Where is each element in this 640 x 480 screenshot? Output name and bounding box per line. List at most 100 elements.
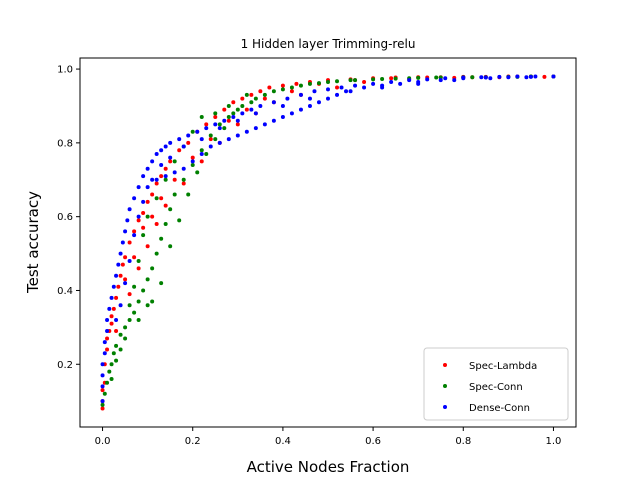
point-dense-conn-78	[362, 85, 367, 90]
point-spec-lambda-20	[145, 199, 150, 204]
point-spec-conn-65	[470, 75, 475, 80]
point-spec-lambda-57	[190, 155, 195, 160]
point-spec-conn-21	[190, 163, 195, 168]
point-spec-conn-83	[226, 103, 231, 108]
point-spec-lambda-5	[105, 347, 110, 352]
point-dense-conn-10	[111, 284, 116, 289]
y-tick-label: 0.6	[57, 212, 73, 223]
point-spec-conn-50	[195, 170, 200, 175]
point-dense-conn-26	[168, 140, 173, 145]
point-spec-conn-74	[141, 233, 146, 238]
point-spec-conn-60	[326, 79, 330, 84]
point-dense-conn-57	[163, 174, 168, 179]
point-dense-conn-5	[102, 340, 107, 345]
point-spec-conn-12	[141, 288, 146, 293]
point-spec-conn-49	[186, 192, 191, 197]
point-dense-conn-55	[145, 185, 150, 190]
point-dense-conn-108	[488, 76, 493, 81]
point-spec-conn-78	[172, 159, 177, 164]
x-tick-label: 0.6	[365, 436, 381, 447]
point-spec-conn-33	[353, 78, 358, 83]
point-spec-conn-28	[262, 92, 267, 97]
point-spec-lambda-38	[294, 81, 299, 86]
point-dense-conn-52	[515, 74, 520, 79]
point-dense-conn-69	[271, 118, 276, 123]
point-dense-conn-4	[102, 351, 107, 356]
point-spec-conn-44	[145, 303, 150, 308]
point-spec-lambda-19	[141, 210, 146, 215]
legend-label: Spec-Conn	[469, 382, 523, 393]
point-spec-lambda-61	[262, 96, 267, 101]
point-spec-lambda-76	[199, 159, 204, 164]
x-axis: 0.0 0.2 0.4 0.6 0.8 1.0	[95, 427, 561, 447]
point-spec-lambda-26	[177, 148, 182, 153]
point-spec-conn-0	[100, 402, 105, 407]
point-dense-conn-48	[443, 76, 448, 81]
point-spec-conn-47	[168, 244, 173, 249]
point-spec-conn-43	[136, 317, 141, 322]
point-dense-conn-67	[253, 126, 258, 131]
point-spec-conn-14	[150, 266, 155, 271]
point-spec-conn-69	[118, 347, 123, 352]
legend-box	[423, 347, 569, 421]
point-spec-lambda-62	[289, 89, 294, 94]
point-dense-conn-109	[524, 75, 529, 80]
point-spec-conn-46	[159, 281, 164, 286]
point-spec-conn-59	[307, 81, 312, 86]
point-dense-conn-95	[159, 163, 164, 168]
point-spec-conn-23	[208, 133, 213, 138]
point-dense-conn-62	[208, 144, 213, 149]
point-spec-conn-31	[316, 81, 321, 86]
point-dense-conn-66	[244, 129, 249, 134]
x-tick-label: 0.8	[455, 436, 471, 447]
point-spec-conn-24	[217, 122, 222, 127]
point-spec-lambda-31	[222, 107, 227, 112]
point-spec-lambda-22	[154, 181, 159, 186]
point-spec-lambda-12	[116, 284, 121, 289]
point-spec-lambda-55	[159, 196, 164, 201]
point-spec-conn-68	[114, 358, 119, 363]
point-dense-conn-94	[150, 177, 155, 182]
point-spec-conn-45	[150, 299, 155, 304]
point-spec-conn-35	[393, 76, 398, 81]
point-spec-conn-34	[371, 77, 376, 82]
y-tick-label: 1.0	[57, 65, 73, 76]
point-spec-conn-80	[190, 129, 195, 134]
point-dense-conn-72	[298, 107, 303, 112]
point-dense-conn-24	[159, 148, 164, 153]
point-dense-conn-31	[213, 122, 218, 127]
point-spec-lambda-53	[141, 225, 146, 230]
point-spec-lambda-34	[249, 92, 254, 97]
y-axis: 0.2 0.4 0.6 0.8 1.0	[57, 65, 80, 371]
point-dense-conn-90	[127, 258, 132, 263]
point-spec-conn-26	[235, 107, 240, 112]
point-spec-lambda-16	[127, 240, 132, 245]
point-spec-conn-29	[280, 87, 285, 92]
point-dense-conn-84	[483, 75, 488, 80]
chart-title: 1 Hidden layer Trimming-relu	[241, 37, 416, 51]
point-spec-conn-7	[118, 332, 123, 337]
point-spec-conn-84	[244, 92, 249, 97]
point-spec-conn-75	[145, 214, 150, 219]
point-dense-conn-88	[118, 303, 123, 308]
point-spec-lambda-18	[136, 218, 141, 223]
point-dense-conn-29	[195, 129, 200, 134]
point-dense-conn-46	[407, 78, 412, 83]
point-spec-lambda-6	[105, 336, 110, 341]
point-spec-lambda-65	[389, 76, 394, 81]
point-spec-conn-13	[145, 277, 150, 282]
x-tick-label: 0.0	[95, 436, 111, 447]
point-spec-conn-82	[213, 111, 218, 116]
point-dense-conn-98	[199, 137, 204, 142]
point-dense-conn-18	[132, 196, 137, 201]
point-dense-conn-27	[177, 137, 182, 142]
point-dense-conn-40	[312, 89, 317, 94]
point-dense-conn-100	[235, 118, 240, 123]
point-dense-conn-12	[116, 262, 121, 267]
point-spec-lambda-59	[226, 118, 231, 123]
point-spec-lambda-52	[132, 255, 137, 260]
point-spec-lambda-0	[100, 406, 105, 411]
point-spec-conn-52	[213, 137, 218, 142]
point-dense-conn-44	[371, 81, 376, 86]
